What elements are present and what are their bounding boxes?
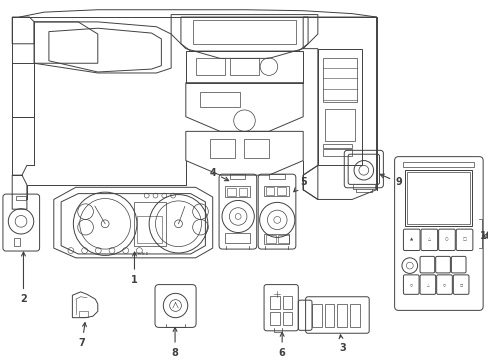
Bar [134,202,165,246]
Text: △: △ [426,283,428,287]
Text: ▲: ▲ [409,238,412,242]
Bar [265,187,274,195]
Bar [195,58,224,75]
Bar [238,188,247,196]
Bar [200,93,239,107]
Bar [277,235,288,243]
Bar [225,233,249,243]
Bar [137,216,162,243]
Text: 3: 3 [338,335,345,353]
Bar [79,311,88,317]
Bar [210,139,234,158]
Bar [322,58,356,102]
Bar [322,149,351,156]
Bar [322,144,351,148]
Text: 8: 8 [171,328,178,358]
Bar [269,296,279,309]
Text: 2: 2 [20,252,27,304]
Bar [311,303,321,327]
Text: 5: 5 [293,177,306,192]
Bar [193,21,295,44]
Bar [282,296,292,309]
Text: 4: 4 [209,168,228,181]
Text: □: □ [459,283,462,287]
Bar [14,238,20,246]
Bar [349,303,359,327]
Bar [403,162,473,167]
Bar [226,188,235,196]
Bar [244,139,268,158]
Bar [325,109,354,141]
Text: 7: 7 [79,323,86,348]
Text: 10: 10 [479,231,488,241]
Text: 6: 6 [278,332,285,358]
Bar [16,195,26,201]
Bar [406,172,469,224]
Bar [277,187,285,195]
Bar [264,186,289,195]
Bar [324,303,334,327]
Text: 1: 1 [131,252,138,285]
Bar [282,312,292,325]
Text: ○: ○ [444,238,448,242]
Bar [264,234,289,244]
Bar [229,174,245,179]
Text: ○: ○ [409,283,412,287]
Text: P R N D: P R N D [135,252,148,256]
Text: 9: 9 [380,174,401,188]
Bar [268,174,284,179]
Text: △: △ [427,238,430,242]
Bar [269,312,279,325]
Bar [225,186,249,197]
Bar [337,303,346,327]
Bar [229,58,259,75]
Text: □: □ [462,238,466,242]
Bar [404,170,471,226]
Text: ○: ○ [442,283,445,287]
Bar [265,235,276,243]
